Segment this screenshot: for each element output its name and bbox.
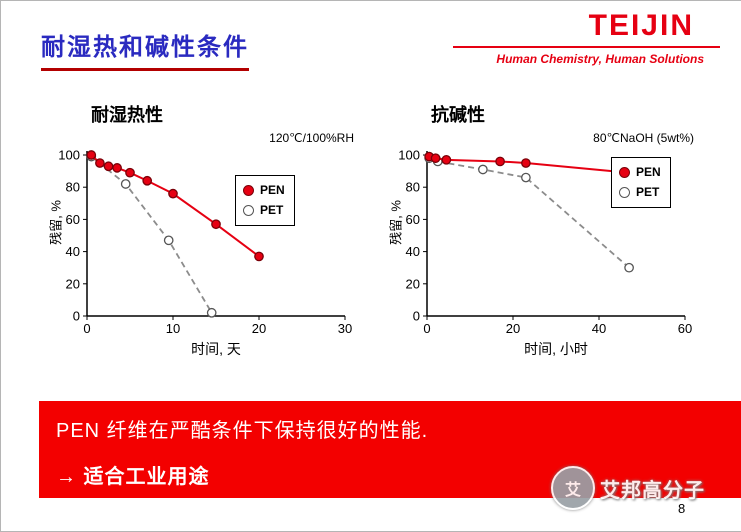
pet-series	[424, 153, 634, 273]
pet-point	[206, 307, 217, 318]
x-axis-ticks: 0 20 40 60	[423, 316, 692, 336]
svg-text:60: 60	[66, 212, 80, 227]
watermark-logo-icon: 艾	[551, 466, 595, 510]
svg-text:40: 40	[592, 321, 606, 336]
legend-row-pen: PEN	[619, 162, 661, 182]
axes	[426, 151, 685, 317]
pen-point	[254, 251, 264, 262]
svg-text:20: 20	[406, 276, 420, 291]
svg-text:60: 60	[678, 321, 692, 336]
header-divider	[453, 46, 720, 48]
svg-text:60: 60	[406, 212, 420, 227]
legend: PEN PET	[235, 175, 295, 226]
svg-text:80: 80	[66, 180, 80, 195]
banner-line1: PEN 纤维在严酷条件下保持很好的性能.	[56, 420, 429, 442]
x-axis-ticks: 0 10 20 30	[83, 316, 352, 336]
chart-condition: 120℃/100%RH	[269, 131, 354, 145]
page-title: 耐湿热和碱性条件	[41, 27, 249, 71]
pet-marker-icon	[619, 187, 630, 199]
x-axis-label: 时间, 天	[191, 341, 241, 357]
legend-label-pen: PEN	[636, 165, 661, 179]
axes	[86, 151, 345, 317]
pen-series	[424, 151, 634, 178]
svg-text:20: 20	[252, 321, 266, 336]
x-axis-label: 时间, 小时	[524, 341, 588, 357]
pen-point	[495, 156, 505, 167]
svg-text:30: 30	[338, 321, 352, 336]
legend-row-pet: PET	[619, 182, 661, 202]
pet-marker-icon	[243, 205, 254, 217]
svg-text:40: 40	[406, 244, 420, 259]
banner-line2: → 适合工业用途	[56, 466, 210, 488]
pen-point	[112, 163, 122, 173]
pen-point	[95, 158, 105, 168]
pen-point	[103, 161, 114, 172]
legend-row-pen: PEN	[243, 180, 285, 200]
pen-point	[521, 158, 531, 168]
y-axis-label: 残留, %	[388, 200, 404, 245]
pen-point	[211, 219, 221, 230]
pet-point	[624, 262, 634, 273]
svg-text:20: 20	[506, 321, 520, 336]
chart-plot: 0 20 40 60 80 100 0 10 20 30	[58, 148, 352, 337]
svg-text:0: 0	[73, 309, 80, 324]
pen-marker-icon	[243, 184, 254, 196]
pen-point	[441, 154, 452, 165]
legend-label-pen: PEN	[260, 183, 285, 197]
pen-point	[168, 188, 178, 199]
legend-label-pet: PET	[260, 203, 284, 218]
svg-text:20: 20	[66, 276, 80, 291]
pen-point	[86, 150, 97, 160]
legend-row-pet: PET	[243, 200, 285, 220]
legend: PEN PET	[611, 157, 671, 208]
svg-text:40: 40	[66, 244, 80, 259]
y-axis-label: 残留, %	[48, 200, 64, 245]
y-axis-ticks: 0 20 40 60 80 100	[398, 148, 427, 324]
watermark: 艾 艾邦高分子	[551, 466, 705, 510]
pen-marker-icon	[619, 166, 630, 178]
chart-plot: 0 20 40 60 80 100 0 20 40 60	[398, 148, 692, 337]
legend-label-pet: PET	[636, 185, 660, 200]
pet-point	[521, 172, 531, 183]
pen-point	[125, 167, 135, 178]
pen-series	[86, 150, 264, 262]
chart-moist-heat-resistance: 耐湿热性 120℃/100%RH 0 20 40 60 80 100 0 10 20 30 残留,…	[43, 101, 358, 373]
conclusion-banner: PEN 纤维在严酷条件下保持很好的性能. → 适合工业用途	[39, 401, 741, 498]
pen-point	[142, 175, 153, 186]
svg-text:0: 0	[83, 321, 90, 336]
chart-condition: 80℃NaOH (5wt%)	[593, 131, 694, 145]
svg-text:10: 10	[166, 321, 180, 336]
svg-text:100: 100	[58, 148, 80, 163]
pet-point	[120, 179, 131, 189]
svg-text:0: 0	[423, 321, 430, 336]
svg-text:100: 100	[398, 148, 420, 163]
pen-point	[430, 153, 441, 164]
teijin-logo: TEIJIN	[588, 9, 694, 42]
logo-tagline: Human Chemistry, Human Solutions	[496, 52, 704, 66]
svg-text:0: 0	[413, 309, 420, 324]
svg-text:80: 80	[406, 180, 420, 195]
chart-title: 耐湿热性	[91, 105, 163, 125]
y-axis-ticks: 0 20 40 60 80 100	[58, 148, 87, 324]
watermark-text: 艾邦高分子	[600, 479, 705, 502]
pet-point	[478, 164, 488, 175]
pet-series	[86, 151, 217, 318]
chart-title: 抗碱性	[431, 105, 485, 125]
page-number: 8	[678, 501, 686, 516]
chart-alkali-resistance: 抗碱性 80℃NaOH (5wt%) 0 20 40 60 80 100 0 20 40 60 残…	[383, 101, 698, 373]
pet-point	[163, 235, 174, 246]
